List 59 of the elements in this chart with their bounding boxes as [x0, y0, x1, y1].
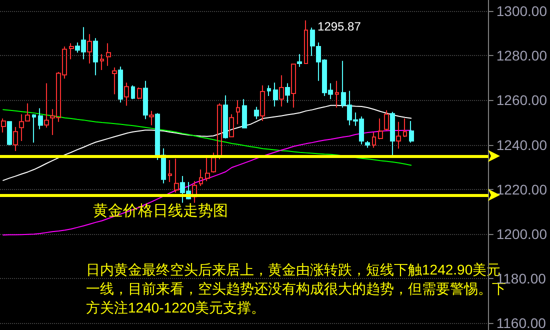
y-tick-label: 1160.00	[496, 315, 546, 330]
candlestick	[100, 54, 104, 70]
candlestick	[1, 118, 6, 134]
candlestick	[143, 80, 148, 120]
candlestick	[168, 159, 172, 182]
candlestick	[155, 112, 160, 160]
line-series	[2, 130, 412, 236]
y-tick-label: 1300.00	[496, 3, 548, 20]
line-series	[2, 104, 412, 181]
candlestick	[236, 100, 240, 125]
candlestick	[372, 132, 376, 148]
candlestick	[124, 82, 129, 106]
candlestick	[149, 110, 154, 126]
candlestick	[205, 156, 210, 182]
candlestick	[131, 84, 135, 100]
candlestick	[223, 94, 228, 140]
candlestick	[13, 126, 18, 152]
y-tick-label: 1240.00	[496, 136, 548, 153]
candlestick	[378, 118, 383, 140]
candlestick	[291, 64, 296, 108]
candlestick	[93, 38, 98, 76]
candlestick	[335, 80, 339, 108]
candlestick	[242, 98, 247, 128]
candlestick	[297, 54, 302, 68]
candlestick	[192, 180, 197, 204]
y-tick-label: 1260.00	[496, 92, 548, 108]
y-tick-label: 1280.00	[496, 48, 548, 64]
candlestick	[409, 120, 414, 144]
candlestick	[403, 118, 407, 138]
candlestick	[254, 106, 259, 120]
candlestick	[211, 152, 216, 174]
candlestick	[199, 169, 203, 187]
y-tick-label: 1200.00	[496, 226, 548, 242]
candlestick	[260, 84, 265, 122]
candlestick	[390, 111, 395, 156]
candlestick	[7, 121, 12, 146]
candlestick	[112, 66, 117, 95]
candlestick	[304, 20, 308, 64]
candlestick	[279, 74, 284, 107]
line-series	[2, 109, 412, 166]
candlestick	[267, 84, 271, 97]
candlestick	[118, 66, 123, 103]
candlestick	[32, 114, 36, 144]
candlestick	[384, 110, 389, 131]
candlestick	[273, 82, 278, 107]
candlestick	[365, 140, 370, 148]
candlestick	[137, 87, 142, 100]
candlestick	[69, 42, 74, 60]
y-tick-label: 1220.00	[496, 181, 548, 198]
candlestick	[396, 121, 401, 150]
candlestick	[87, 34, 92, 64]
candlestick	[217, 102, 222, 160]
candlestick	[174, 158, 179, 194]
candlestick	[44, 82, 49, 128]
candlestick	[38, 108, 43, 130]
candlestick	[285, 82, 290, 104]
annotation: 1295.87	[318, 19, 362, 34]
candlestick	[229, 114, 234, 138]
candlestick	[106, 42, 111, 66]
